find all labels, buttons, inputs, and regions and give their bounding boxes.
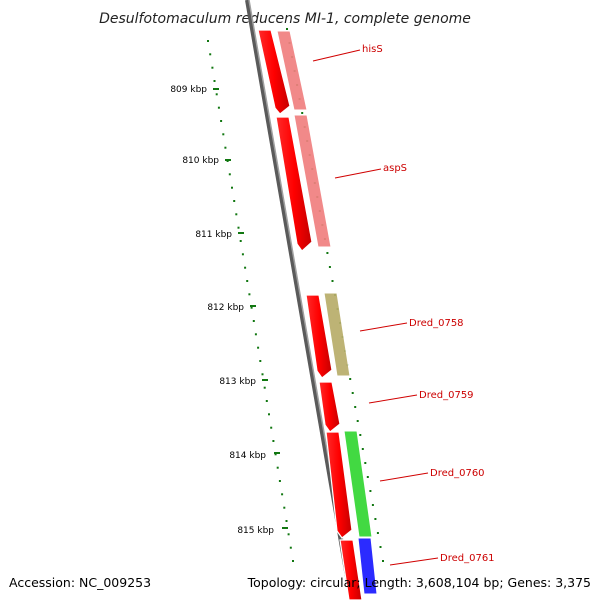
gene-feature[interactable] xyxy=(339,539,363,600)
tick-label: 810 kbp xyxy=(182,156,219,166)
guide-dot xyxy=(286,28,288,30)
guide-dot xyxy=(326,252,329,254)
guide-dot xyxy=(366,476,369,478)
guide-dot xyxy=(379,546,382,548)
guide-dot xyxy=(361,448,364,450)
guide-dot xyxy=(244,266,247,269)
guide-dot xyxy=(235,213,238,216)
guide-dot xyxy=(220,120,223,122)
gene-labels: hisS aspS Dred_0758 Dred_0759 Dred_0760 … xyxy=(362,44,495,564)
gene-feature[interactable] xyxy=(305,294,333,379)
guide-dot xyxy=(270,426,273,429)
gene-Dred_0758[interactable] xyxy=(323,292,351,377)
guide-dot xyxy=(228,173,231,176)
guide-dot xyxy=(215,93,218,96)
guide-dot xyxy=(263,386,266,389)
gene-Dred_0761[interactable] xyxy=(357,537,378,595)
tick-group: 809 kbp 810 kbp 811 kbp 812 kbp 813 kbp … xyxy=(170,85,288,536)
tick-label: 814 kbp xyxy=(229,451,266,461)
gene-feature[interactable] xyxy=(257,29,291,115)
guide-dot xyxy=(382,560,384,562)
guide-dot xyxy=(328,266,331,268)
guide-dot xyxy=(250,306,253,309)
gene-label-Dred_0760[interactable]: Dred_0760 xyxy=(430,468,485,479)
guide-dot xyxy=(356,420,359,422)
ruler-dots xyxy=(207,40,294,562)
guide-dot xyxy=(211,66,214,69)
tick-label: 815 kbp xyxy=(237,526,274,536)
guide-dot xyxy=(213,80,216,82)
tick-label: 812 kbp xyxy=(207,303,244,313)
gene-label-aspS[interactable]: aspS xyxy=(383,163,407,174)
guide-dot xyxy=(239,240,242,242)
gene-feature[interactable] xyxy=(318,381,341,433)
guide-dot xyxy=(233,200,236,202)
guide-dot xyxy=(281,493,284,496)
guide-dot xyxy=(252,320,255,322)
guide-dot xyxy=(276,466,279,469)
guide-dot xyxy=(292,560,294,562)
guide-dot xyxy=(207,40,209,42)
forward-strand-features xyxy=(276,30,378,595)
guide-dot xyxy=(359,434,362,436)
guide-dot xyxy=(274,453,277,456)
map-title: Desulfotomaculum reducens MI-1, complete… xyxy=(99,11,471,27)
gene-label-Dred_0759[interactable]: Dred_0759 xyxy=(419,390,474,401)
guide-dot xyxy=(331,280,334,282)
gene-label-Dred_0758[interactable]: Dred_0758 xyxy=(409,318,464,329)
guide-dot xyxy=(246,280,249,282)
tick-label: 809 kbp xyxy=(170,85,207,95)
guide-dot xyxy=(376,532,379,534)
guide-dot xyxy=(209,53,212,56)
guide-dot xyxy=(301,112,304,114)
guide-dot xyxy=(374,518,377,520)
guide-dot xyxy=(257,346,260,349)
guide-dot xyxy=(261,373,264,376)
guide-dot xyxy=(349,378,352,380)
guide-dot xyxy=(265,400,268,402)
guide-dot xyxy=(351,392,354,394)
gene-label-Dred_0761[interactable]: Dred_0761 xyxy=(440,553,495,564)
gene-feature[interactable] xyxy=(325,431,353,539)
guide-dot xyxy=(272,440,275,442)
gene-aspS[interactable] xyxy=(293,114,332,248)
gene-label-hisS[interactable]: hisS xyxy=(362,44,383,55)
guide-dot xyxy=(278,480,281,482)
guide-dot xyxy=(241,253,244,256)
guide-dot xyxy=(364,462,367,464)
label-leaders xyxy=(312,49,439,566)
guide-dot xyxy=(259,360,262,362)
guide-dot xyxy=(217,106,220,109)
guide-dot xyxy=(371,504,374,506)
guide-dot xyxy=(231,186,233,189)
guide-dot xyxy=(289,546,292,549)
gene-hisS[interactable] xyxy=(276,30,308,111)
gene-feature[interactable] xyxy=(275,116,313,252)
tick-label: 813 kbp xyxy=(219,377,256,387)
guide-dot xyxy=(268,413,270,416)
guide-dot xyxy=(287,533,290,536)
guide-dot xyxy=(283,506,286,509)
guide-dot xyxy=(224,146,227,149)
guide-dot xyxy=(369,490,372,492)
reverse-strand-features xyxy=(257,29,363,600)
guide-dot xyxy=(222,133,225,136)
accession-text: Accession: NC_009253 xyxy=(9,575,152,590)
guide-dot xyxy=(237,226,240,229)
genome-stats-text: Topology: circular; Length: 3,608,104 bp… xyxy=(247,575,591,590)
guide-dot xyxy=(248,293,251,296)
guide-dot xyxy=(285,520,288,522)
tick-label: 811 kbp xyxy=(195,230,232,240)
guide-dot xyxy=(354,406,357,408)
guide-dot xyxy=(254,333,257,336)
gene-Dred_0760[interactable] xyxy=(343,430,373,538)
